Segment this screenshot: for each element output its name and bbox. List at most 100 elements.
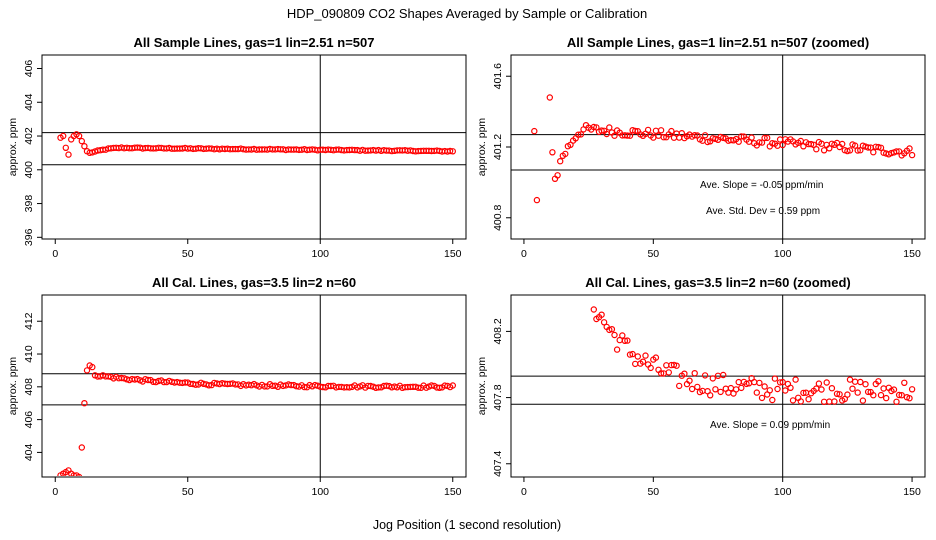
data-point (857, 378, 864, 386)
data-point (655, 132, 662, 139)
data-point (78, 137, 86, 145)
data-point (613, 346, 621, 353)
data-point (738, 384, 745, 392)
data-point (619, 332, 626, 339)
y-tick-label: 410 (23, 345, 35, 363)
data-point (727, 384, 735, 392)
data-point (864, 388, 872, 396)
y-tick-label: 406 (23, 60, 35, 78)
data-point (849, 385, 856, 392)
data-point (844, 147, 851, 155)
data-point (575, 131, 582, 138)
data-point (769, 396, 776, 404)
y-tick-label: 401.6 (492, 63, 504, 89)
data-point (644, 126, 652, 134)
y-tick-label: 400 (23, 161, 35, 179)
data-point (704, 138, 711, 146)
data-point (893, 398, 900, 405)
data-point (549, 149, 556, 156)
data-point (751, 378, 758, 386)
data-point (823, 379, 830, 386)
data-point (449, 382, 456, 389)
data-point (813, 145, 820, 153)
data-point (826, 398, 833, 405)
data-point (436, 384, 443, 391)
data-point (776, 136, 784, 143)
data-point (908, 386, 916, 393)
data-point (776, 379, 784, 386)
data-point (735, 138, 742, 145)
data-point (192, 381, 199, 388)
x-tick-label: 0 (521, 248, 527, 260)
data-point (81, 400, 88, 407)
y-axis-label: approx. ppm (476, 357, 488, 416)
data-points (57, 362, 456, 476)
plot-frame (41, 54, 467, 240)
y-tick-label: 406 (23, 411, 35, 429)
plot-frame (41, 294, 467, 478)
data-point (606, 124, 613, 131)
data-point (883, 394, 890, 402)
y-tick-label: 408.2 (492, 318, 504, 344)
data-point (449, 148, 456, 155)
data-point (764, 134, 771, 142)
figure-title: HDP_090809 CO2 Shapes Averaged by Sample… (287, 6, 647, 21)
data-point (62, 144, 70, 151)
data-point (676, 382, 683, 390)
data-point (611, 132, 618, 139)
y-tick-label: 396 (23, 228, 35, 246)
data-point (75, 132, 83, 140)
data-point (756, 139, 763, 146)
x-tick-label: 100 (311, 248, 329, 260)
data-point (428, 382, 435, 389)
data-point (807, 140, 815, 148)
data-point (732, 386, 740, 393)
data-point (691, 131, 698, 139)
data-point (769, 139, 776, 147)
chart-panel-2: All Sample Lines, gas=1 lin=2.51 n=507 (… (476, 35, 926, 260)
y-tick-label: 398 (23, 195, 35, 213)
data-point (634, 353, 642, 360)
data-point (701, 132, 709, 139)
x-tick-label: 150 (903, 486, 921, 498)
data-point (735, 378, 742, 386)
data-point (756, 379, 763, 387)
data-point (660, 133, 667, 141)
data-point (758, 394, 766, 402)
x-tick-label: 150 (444, 486, 462, 498)
data-point (815, 380, 823, 387)
data-point (89, 363, 96, 371)
data-point (779, 141, 786, 149)
y-tick-label: 408 (23, 378, 35, 396)
data-point (626, 132, 634, 139)
data-point (665, 369, 673, 376)
data-point (864, 144, 872, 151)
data-point (446, 147, 454, 155)
x-tick-label: 150 (903, 248, 921, 260)
data-point (688, 385, 696, 393)
panel-title: All Sample Lines, gas=1 lin=2.51 n=507 (… (567, 35, 869, 50)
data-point (606, 326, 613, 334)
annotation: Ave. Slope = -0.05 ppm/min (700, 180, 824, 191)
data-point (632, 360, 639, 368)
data-point (893, 148, 900, 155)
chart-panel-4: All Cal. Lines, gas=3.5 lin=2 n=60 (zoom… (476, 275, 926, 498)
data-point (906, 395, 913, 402)
data-point (761, 383, 768, 390)
data-point (851, 142, 859, 149)
data-point (598, 311, 605, 318)
figure-xlabel: Jog Position (1 second resolution) (373, 518, 561, 532)
data-point (877, 391, 885, 399)
data-point (743, 380, 750, 388)
data-point (531, 127, 538, 135)
y-tick-label: 400.8 (492, 204, 504, 230)
data-point (748, 134, 755, 141)
data-point (554, 172, 561, 179)
data-point (78, 444, 86, 451)
data-point (673, 362, 680, 369)
data-point (875, 143, 882, 151)
x-tick-label: 0 (52, 248, 58, 260)
data-point (600, 319, 608, 326)
x-tick-label: 50 (182, 248, 194, 260)
data-point (901, 379, 908, 386)
